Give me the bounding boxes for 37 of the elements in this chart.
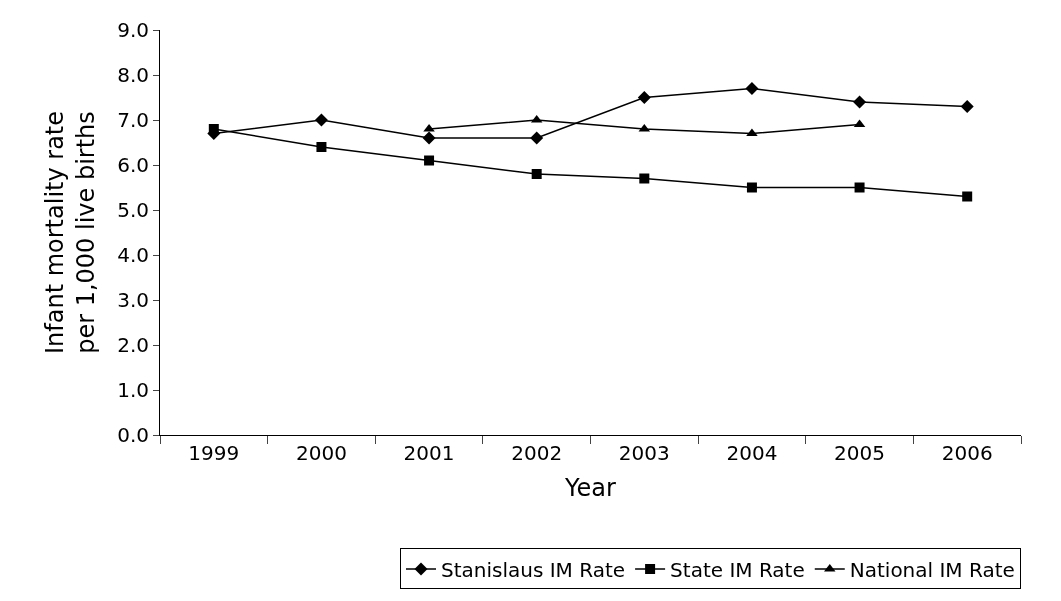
point (745, 82, 759, 95)
x-tick-label: 2006 (941, 441, 993, 465)
point (962, 191, 973, 202)
y-tick-label: 1.0 (117, 378, 149, 402)
y-tick-label: 7.0 (117, 108, 149, 132)
y-tick-label: 9.0 (117, 18, 149, 42)
y-tick-label: 6.0 (117, 153, 149, 177)
point (314, 113, 328, 127)
point (531, 169, 542, 179)
y-tick-label: 2.0 (117, 333, 149, 357)
point (424, 155, 435, 166)
legend-label: National IM Rate (849, 557, 1015, 582)
x-tick-label: 2004 (726, 441, 778, 465)
x-tick-label: 2001 (403, 441, 455, 465)
y-tick-label: 0.0 (117, 423, 149, 447)
x-tick-label: 1999 (188, 441, 240, 465)
x-tick-label: 2000 (295, 441, 347, 465)
point (746, 182, 757, 193)
point (639, 173, 650, 184)
point (530, 131, 544, 145)
y-tick-label: 8.0 (117, 63, 149, 87)
x-tick-label: 2005 (834, 441, 886, 465)
y-tick-label: 4.0 (117, 243, 149, 267)
x-tick-label: 2002 (511, 441, 563, 465)
point (854, 182, 865, 193)
legend-label: State IM Rate (670, 557, 805, 582)
y-tick-label: 3.0 (117, 288, 149, 312)
x-tick-label: 2003 (618, 441, 670, 465)
x-axis-title: Year (564, 474, 617, 503)
point (422, 131, 436, 145)
y-axis-title: Infant mortality rate per 1,000 live births (41, 110, 101, 355)
point (316, 142, 327, 152)
legend-label: Stanislaus IM Rate (441, 557, 626, 582)
point (853, 95, 867, 109)
y-tick-label: 5.0 (117, 198, 149, 222)
point (960, 100, 974, 113)
point (637, 91, 651, 104)
